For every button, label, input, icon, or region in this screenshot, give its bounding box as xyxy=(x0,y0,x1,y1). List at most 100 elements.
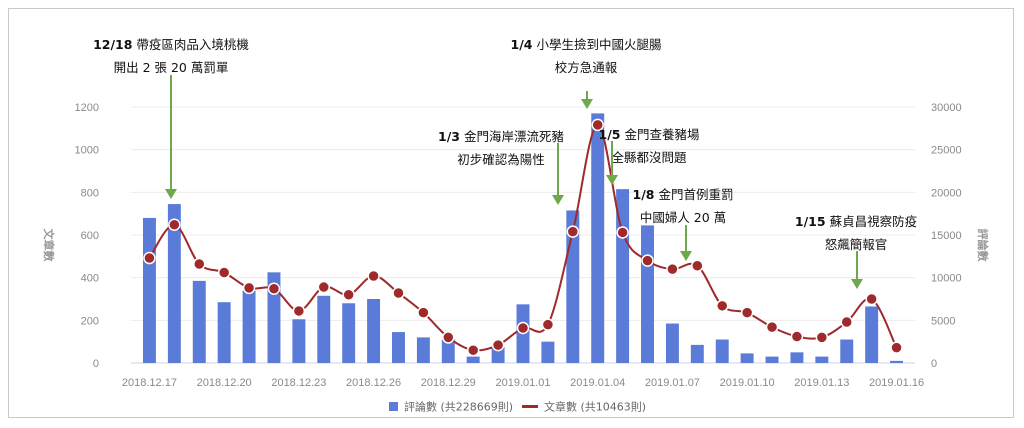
annotation-text: 初步確認為陽性 xyxy=(457,152,545,167)
bar xyxy=(367,299,381,363)
annotation-text: 開出 2 張 20 萬罰單 xyxy=(114,60,229,75)
bar xyxy=(641,225,654,363)
annotation-text: 1/15 蘇貞昌視察防疫 xyxy=(795,214,917,229)
line-point xyxy=(616,226,629,239)
left-tick-label: 0 xyxy=(93,358,99,370)
annotation-text: 怒飆簡報官 xyxy=(825,237,888,252)
bar xyxy=(267,272,281,363)
left-tick-label: 1200 xyxy=(75,102,99,114)
combo-chart: 0 200 400 600 800 1000 1200 0 5000 10000 15000 200… xyxy=(42,37,990,414)
annotation-arrow-head xyxy=(851,279,863,289)
legend-swatch-bar xyxy=(389,402,398,411)
right-tick-label: 5000 xyxy=(931,315,955,327)
x-tick-label: 2018.12.29 xyxy=(421,377,476,389)
gridlines xyxy=(131,106,915,364)
line-point xyxy=(267,282,281,296)
bar xyxy=(491,347,505,363)
annotation-arrow-head xyxy=(552,195,564,205)
x-tick-label: 2019.01.07 xyxy=(645,377,700,389)
bar xyxy=(541,341,555,363)
annotation-text: 1/5 金門查養豬場 xyxy=(599,127,700,142)
line-point xyxy=(715,299,729,313)
left-tick-label: 800 xyxy=(81,187,99,199)
line-series xyxy=(143,118,903,357)
line-point xyxy=(442,331,455,344)
right-axis-ticks: 0 5000 10000 15000 20000 25000 30000 xyxy=(931,102,962,370)
line-point xyxy=(691,259,704,272)
line-point xyxy=(765,320,779,334)
bar xyxy=(167,204,181,363)
annotation-caption: 小學生撿到中國火腿腸 xyxy=(532,37,661,52)
line-point xyxy=(242,281,256,295)
bar xyxy=(740,353,754,363)
line-point xyxy=(367,269,380,283)
annotation-text: 12/18 帶疫區肉品入境桃機 xyxy=(93,37,249,52)
annotation-caption: 開出 2 張 20 萬罰單 xyxy=(114,60,229,75)
line-point xyxy=(566,225,580,238)
legend: 評論數 (共228669則) 文章數 (共10463則) xyxy=(389,400,646,414)
bar xyxy=(790,352,804,363)
x-tick-label: 2018.12.20 xyxy=(197,377,252,389)
line-point xyxy=(840,315,853,329)
bar xyxy=(715,339,729,363)
x-tick-label: 2019.01.01 xyxy=(495,377,550,389)
right-tick-label: 0 xyxy=(931,358,937,370)
right-tick-label: 15000 xyxy=(931,230,962,242)
annotation-text: 校方急通報 xyxy=(555,60,618,75)
bar xyxy=(890,360,904,363)
x-tick-label: 2018.12.23 xyxy=(271,377,326,389)
line-point xyxy=(168,218,181,232)
bar xyxy=(342,303,356,363)
annotation-caption: 校方急通報 xyxy=(555,60,618,75)
line-point xyxy=(342,288,355,301)
left-axis-ticks: 0 200 400 600 800 1000 1200 xyxy=(75,102,99,370)
annotation-date: 1/5 xyxy=(599,127,621,142)
bar xyxy=(416,337,430,363)
bar xyxy=(840,339,854,363)
annotation-caption: 金門查養豬場 xyxy=(620,127,699,142)
x-tick-label: 2019.01.04 xyxy=(570,377,625,389)
annotation-text: 中國婦人 20 萬 xyxy=(640,210,726,225)
bar xyxy=(591,113,605,364)
left-tick-label: 400 xyxy=(81,273,99,285)
x-tick-label: 2018.12.26 xyxy=(346,377,401,389)
legend-label-bar: 評論數 (共228669則) xyxy=(404,400,513,414)
line-point xyxy=(815,331,829,344)
x-tick-label: 2019.01.16 xyxy=(869,377,924,389)
line-point xyxy=(666,262,679,276)
bar xyxy=(317,295,331,363)
line-point xyxy=(491,338,505,352)
annotation-caption: 帶疫區肉品入境桃機 xyxy=(132,37,249,52)
annotation-date: 12/18 xyxy=(93,37,132,52)
line-point xyxy=(466,343,480,357)
bar xyxy=(142,217,156,363)
annotation-caption: 初步確認為陽性 xyxy=(457,152,545,167)
annotation-caption: 怒飆簡報官 xyxy=(825,237,888,252)
annotation-caption: 全縣都沒問題 xyxy=(611,150,687,165)
right-tick-label: 10000 xyxy=(931,273,962,285)
bar xyxy=(242,290,256,363)
annotation-arrow-head xyxy=(165,189,177,199)
legend-label-line: 文章數 (共10463則) xyxy=(544,400,646,414)
right-tick-label: 30000 xyxy=(931,102,962,114)
annotation-date: 1/8 xyxy=(633,187,655,202)
annotation-date: 1/4 xyxy=(511,37,533,52)
bar xyxy=(392,332,405,363)
annotation-arrow-head xyxy=(581,99,593,109)
line-point xyxy=(292,304,306,318)
x-tick-label: 2019.01.10 xyxy=(720,377,775,389)
left-axis-title: 文章數 xyxy=(42,229,56,262)
line-point xyxy=(217,266,231,279)
annotation-caption: 蘇貞昌視察防疫 xyxy=(826,214,917,229)
right-tick-label: 25000 xyxy=(931,145,962,157)
annotation-caption: 中國婦人 20 萬 xyxy=(640,210,726,225)
bar xyxy=(292,319,306,363)
left-tick-label: 600 xyxy=(81,230,99,242)
annotation-caption: 金門首例重罰 xyxy=(654,187,733,202)
annotation-text: 1/8 金門首例重罰 xyxy=(633,187,734,202)
bar xyxy=(192,280,206,363)
annotation-arrow-head xyxy=(606,175,618,185)
annotation-text: 1/4 小學生撿到中國火腿腸 xyxy=(511,37,662,52)
line-point xyxy=(392,286,405,300)
